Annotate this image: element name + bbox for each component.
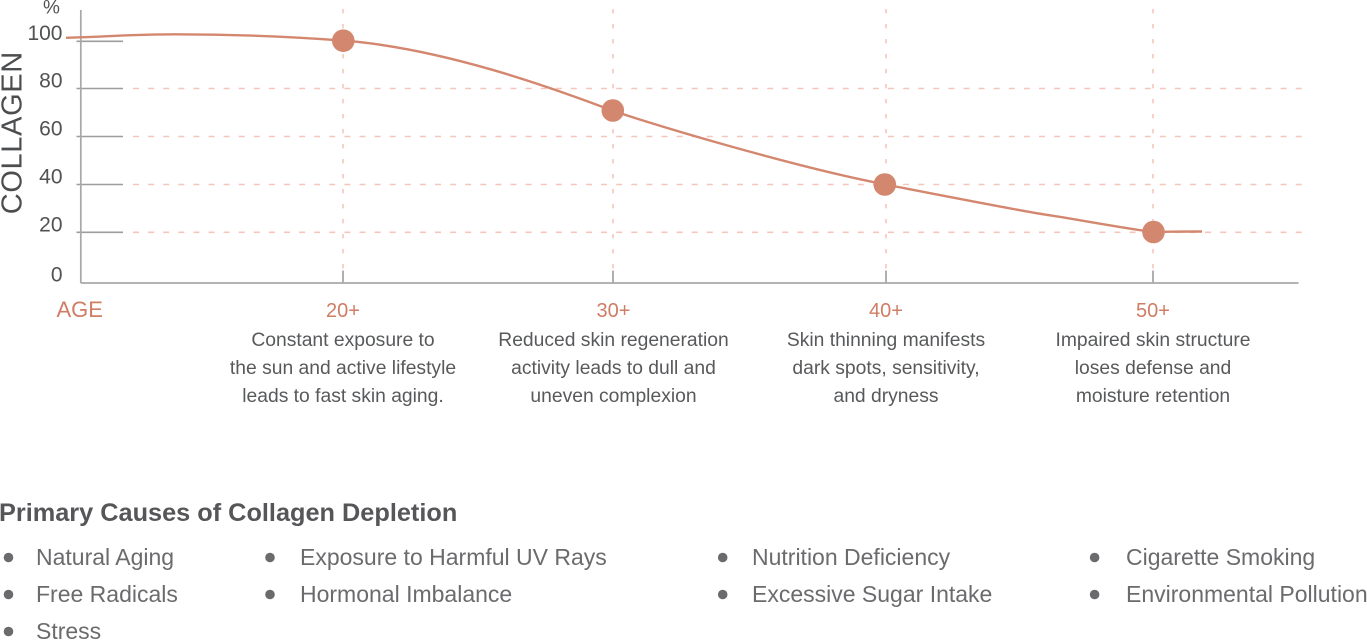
svg-text:Hormonal Imbalance: Hormonal Imbalance — [300, 581, 512, 607]
svg-text:Impaired skin structure: Impaired skin structure — [1055, 330, 1250, 351]
svg-text:%: % — [43, 0, 60, 19]
svg-text:Cigarette Smoking: Cigarette Smoking — [1126, 544, 1315, 570]
svg-text:Primary Causes of Collagen Dep: Primary Causes of Collagen Depletion — [0, 499, 457, 527]
svg-text:40+: 40+ — [869, 300, 903, 322]
svg-text:20: 20 — [39, 214, 62, 237]
svg-text:Excessive Sugar Intake: Excessive Sugar Intake — [752, 581, 992, 607]
svg-text:leads to fast skin aging.: leads to fast skin aging. — [242, 386, 444, 407]
svg-text:loses defense and: loses defense and — [1075, 358, 1232, 379]
svg-text:Stress: Stress — [36, 618, 101, 641]
svg-text:80: 80 — [39, 70, 62, 93]
svg-text:Free Radicals: Free Radicals — [36, 581, 178, 607]
svg-text:Nutrition Deficiency: Nutrition Deficiency — [752, 544, 951, 570]
svg-text:60: 60 — [39, 118, 62, 141]
svg-text:AGE: AGE — [56, 297, 102, 322]
svg-text:and dryness: and dryness — [833, 386, 938, 407]
svg-text:100: 100 — [27, 22, 62, 45]
svg-text:Constant exposure to: Constant exposure to — [251, 330, 434, 351]
svg-text:Environmental Pollution: Environmental Pollution — [1126, 581, 1367, 607]
svg-text:moisture retention: moisture retention — [1076, 386, 1230, 407]
svg-text:the sun and active lifestyle: the sun and active lifestyle — [230, 358, 456, 379]
svg-text:dark spots, sensitivity,: dark spots, sensitivity, — [792, 358, 979, 379]
svg-text:Reduced skin regeneration: Reduced skin regeneration — [498, 330, 728, 351]
svg-text:40: 40 — [39, 166, 62, 189]
svg-text:20+: 20+ — [326, 300, 360, 322]
svg-text:30+: 30+ — [597, 300, 631, 322]
svg-text:COLLAGEN: COLLAGEN — [0, 51, 29, 214]
svg-text:uneven complexion: uneven complexion — [530, 386, 696, 407]
svg-text:activity leads to dull and: activity leads to dull and — [511, 358, 716, 379]
svg-text:Exposure to Harmful UV Rays: Exposure to Harmful UV Rays — [300, 544, 607, 570]
svg-text:Skin thinning manifests: Skin thinning manifests — [787, 330, 985, 351]
svg-text:0: 0 — [51, 263, 63, 286]
svg-text:50+: 50+ — [1136, 300, 1170, 322]
svg-text:Natural Aging: Natural Aging — [36, 544, 174, 570]
